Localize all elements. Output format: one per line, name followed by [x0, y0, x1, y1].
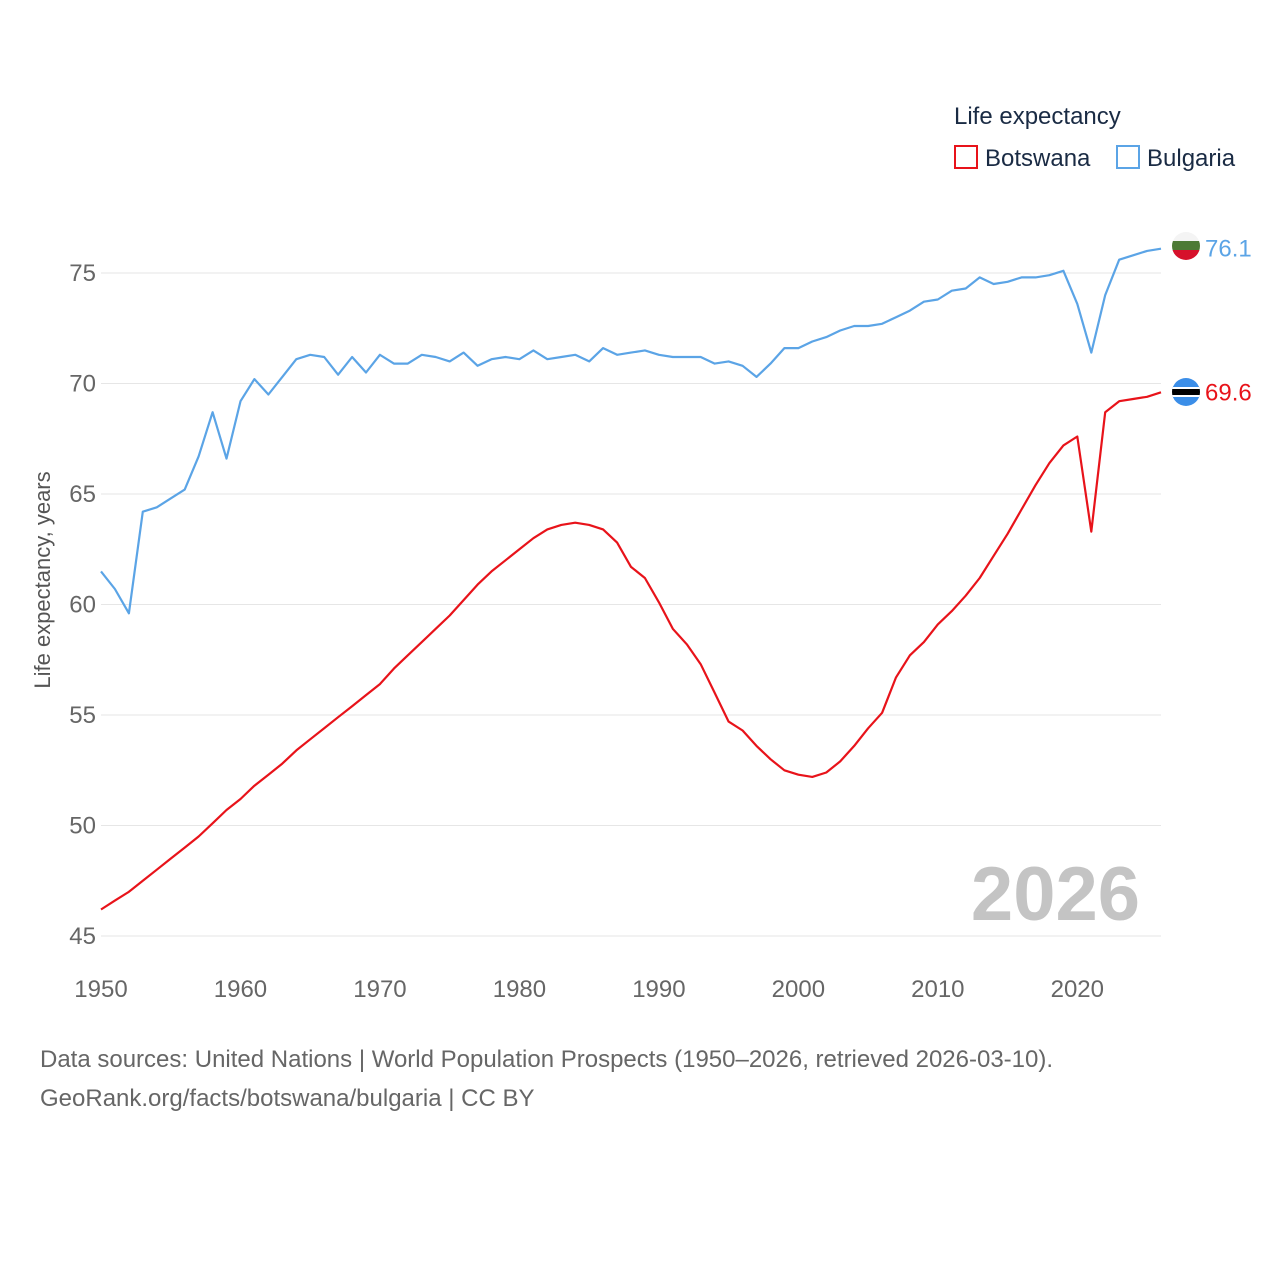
series-flags [1172, 232, 1200, 406]
x-tick-label: 2000 [772, 976, 825, 1003]
end-label-bulgaria: 76.1 [1205, 236, 1252, 263]
x-tick-label: 1950 [74, 976, 127, 1003]
legend-title: Life expectancy [954, 103, 1121, 130]
series-lines [100, 247, 1162, 911]
year-watermark: 2026 [971, 852, 1140, 937]
y-tick-label: 50 [69, 813, 96, 840]
x-tick-label: 2020 [1051, 976, 1104, 1003]
series-line-bulgaria [100, 247, 1162, 615]
botswana-flag-icon [1172, 378, 1200, 406]
x-axis-ticks: 1950 1960 1970 1980 1990 2000 2010 2020 [74, 976, 1104, 1003]
x-tick-label: 1990 [632, 976, 685, 1003]
life-expectancy-chart: 45 50 55 60 65 70 75 1950 1960 1970 1980 1990 2000 2… [30, 103, 1252, 1003]
x-tick-label: 1960 [214, 976, 267, 1003]
y-axis-ticks: 45 50 55 60 65 70 75 [69, 260, 96, 950]
legend-swatch-bulgaria [1116, 145, 1140, 169]
y-tick-label: 60 [69, 592, 96, 619]
x-tick-label: 2010 [911, 976, 964, 1003]
y-tick-label: 75 [69, 260, 96, 287]
legend: Life expectancy Botswana Bulgaria [954, 103, 1236, 172]
series-line-botswana [100, 391, 1162, 911]
x-tick-label: 1970 [353, 976, 406, 1003]
source-note: Data sources: United Nations | World Pop… [40, 1046, 1054, 1073]
legend-label-botswana: Botswana [985, 145, 1091, 172]
y-tick-label: 65 [69, 481, 96, 508]
y-tick-label: 55 [69, 702, 96, 729]
legend-label-bulgaria: Bulgaria [1147, 145, 1236, 172]
x-tick-label: 1980 [493, 976, 546, 1003]
y-tick-label: 70 [69, 371, 96, 398]
series-end-labels: 69.6 76.1 [1205, 236, 1252, 407]
bulgaria-flag-icon [1172, 232, 1200, 260]
legend-swatch-botswana [954, 145, 978, 169]
end-label-botswana: 69.6 [1205, 379, 1252, 406]
y-tick-label: 45 [69, 923, 96, 950]
y-axis-label: Life expectancy, years [30, 471, 55, 688]
attribution-link[interactable]: GeoRank.org/facts/botswana/bulgaria | CC… [40, 1085, 535, 1112]
gridlines [101, 272, 1161, 937]
